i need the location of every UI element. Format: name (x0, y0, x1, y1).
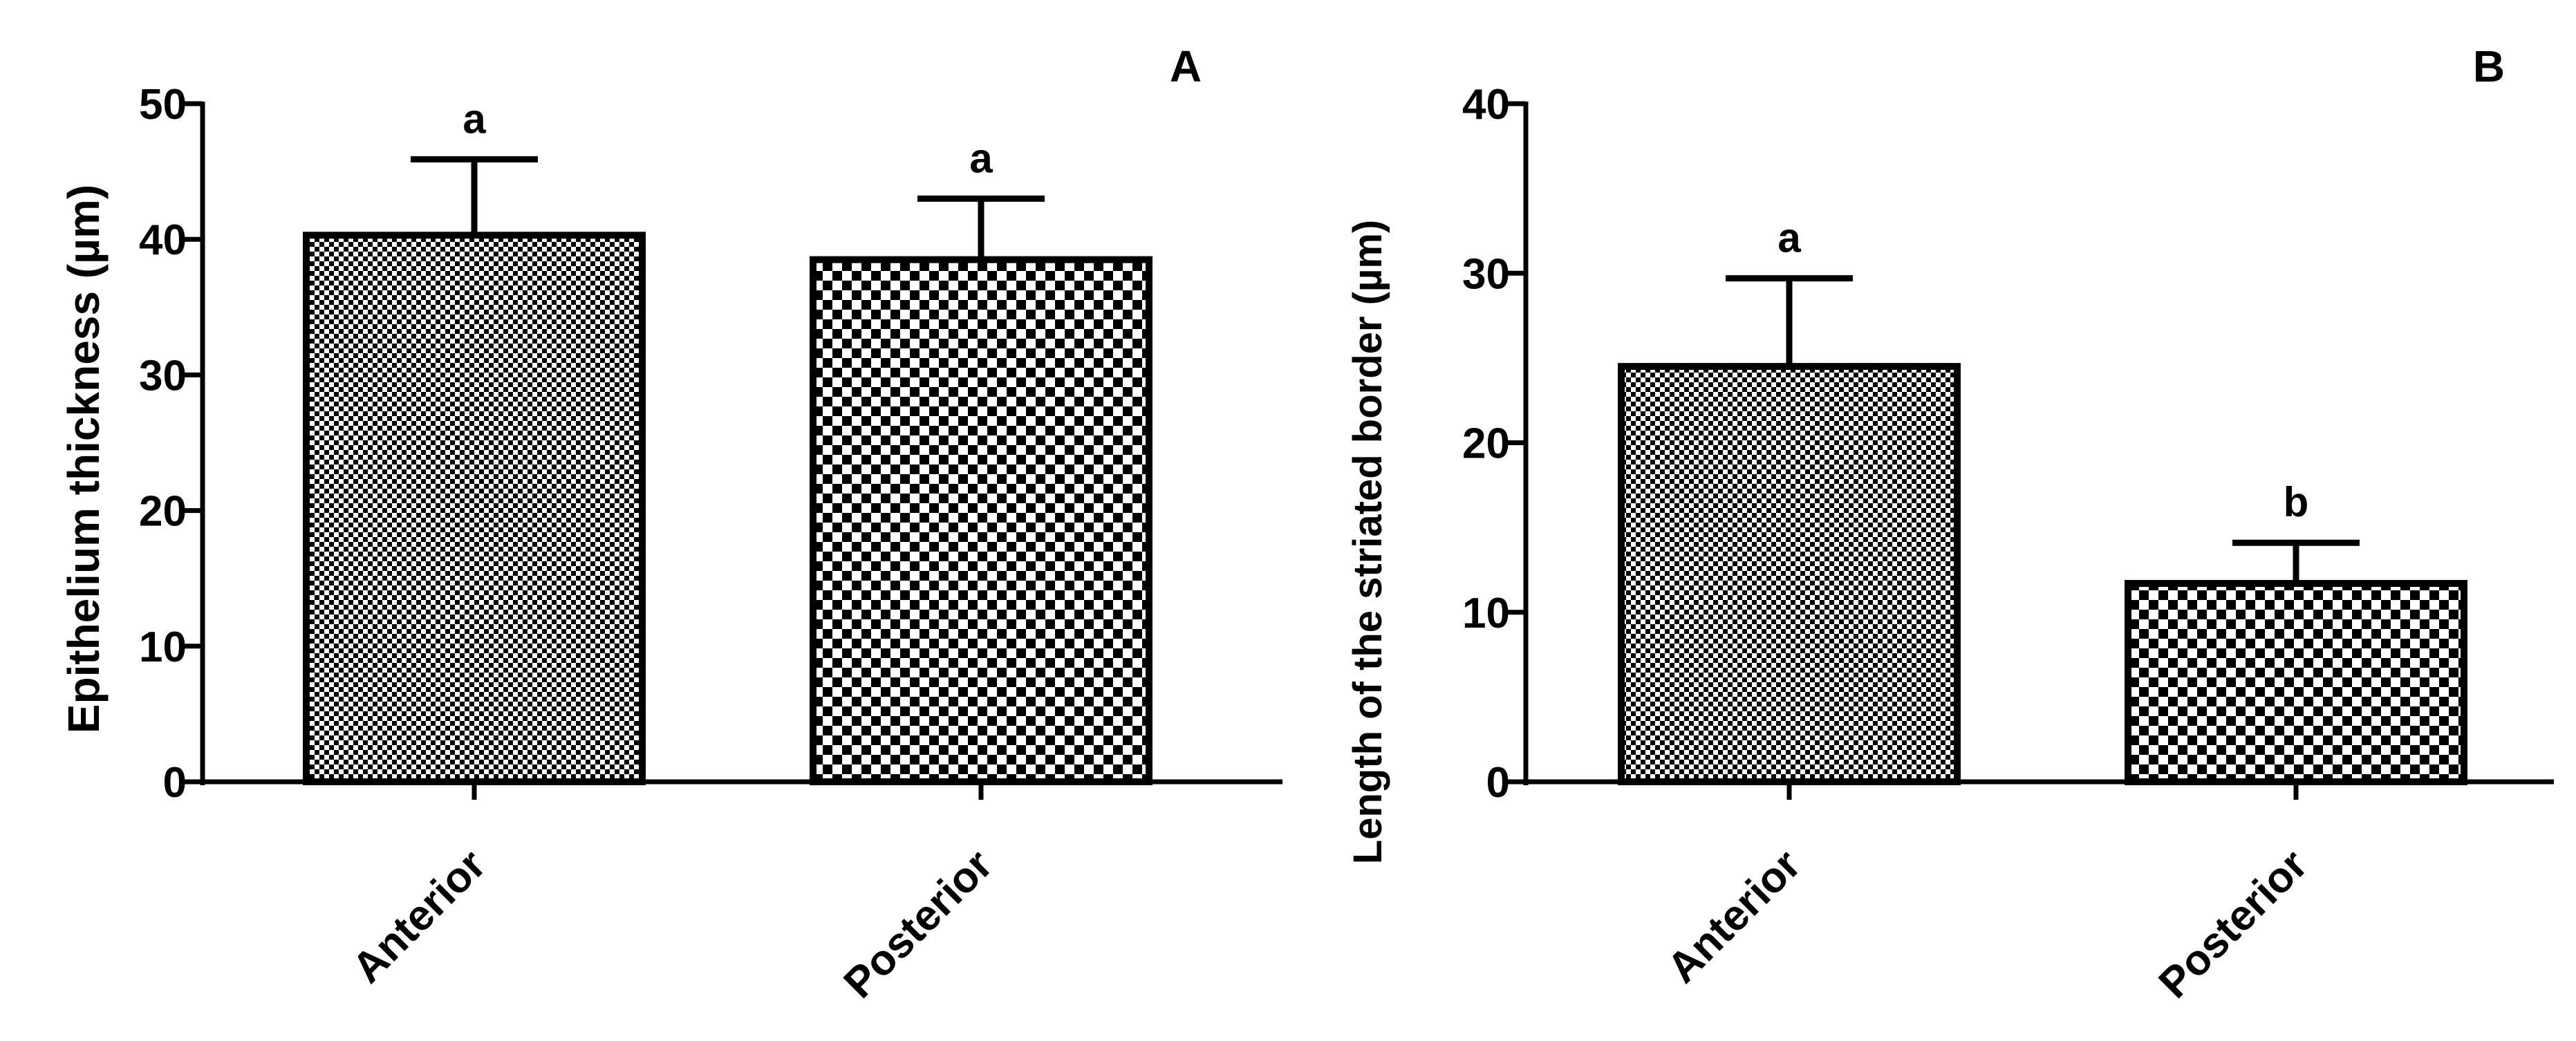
panel-b-bar-anterior (1618, 363, 1961, 785)
panel-b-bars: ab (1618, 215, 2467, 785)
panel-a: A Epithelium thickness (µm) 01020304050 … (59, 41, 1282, 1007)
panel-b-label: B (2473, 41, 2505, 91)
panel-b-significance-letter: a (1777, 215, 1801, 261)
panel-a-y-tick-label: 30 (139, 352, 187, 400)
panel-b-y-axis-label: Length of the striated border (µm) (1345, 220, 1390, 864)
panel-a-bar-posterior (810, 256, 1152, 785)
panel-b-category-label-anterior: Anterior (1659, 841, 1810, 992)
panel-a-significance-letter: a (969, 135, 993, 181)
panel-b-y-tick-label: 10 (1462, 590, 1510, 637)
panel-a-y-tick-label: 10 (139, 623, 187, 671)
panel-a-category-label-posterior: Posterior (835, 841, 1002, 1007)
panel-a-significance-letter: a (463, 95, 486, 142)
panel-a-y-axis-label: Epithelium thickness (µm) (59, 185, 109, 733)
panel-b-x-axis: Anterior Posterior (1524, 779, 2554, 1007)
panel-a-bars: aa (303, 95, 1152, 785)
panel-b-bar-posterior (2125, 580, 2467, 785)
panel-a-bar-anterior (303, 232, 646, 785)
panel-a-label: A (1170, 41, 1202, 91)
panel-a-y-tick-label: 40 (139, 216, 187, 264)
panel-a-y-tick-label: 20 (139, 488, 187, 536)
panel-a-x-axis: Anterior Posterior (200, 779, 1282, 1007)
panel-a-y-axis: 0 10 20 30 40 50 (139, 81, 205, 807)
panel-b-y-tick-label: 30 (1462, 250, 1510, 298)
panel-b-y-tick-label: 20 (1462, 420, 1510, 468)
panel-b-y-tick-label: 40 (1462, 81, 1510, 129)
panel-a-y-tick-label: 0 (163, 759, 187, 807)
panel-a-category-label-anterior: Anterior (344, 841, 495, 992)
panel-b-y-tick-label: 0 (1486, 759, 1510, 807)
panel-b: B Length of the striated border (µm) 0 10… (1345, 41, 2554, 1007)
panel-b-category-label-posterior: Posterior (2150, 841, 2317, 1007)
panel-b-significance-letter: b (2284, 479, 2309, 525)
panel-b-y-axis: 0 10 20 30 40 (1462, 81, 1529, 807)
panel-a-y-tick-label: 50 (139, 81, 187, 129)
